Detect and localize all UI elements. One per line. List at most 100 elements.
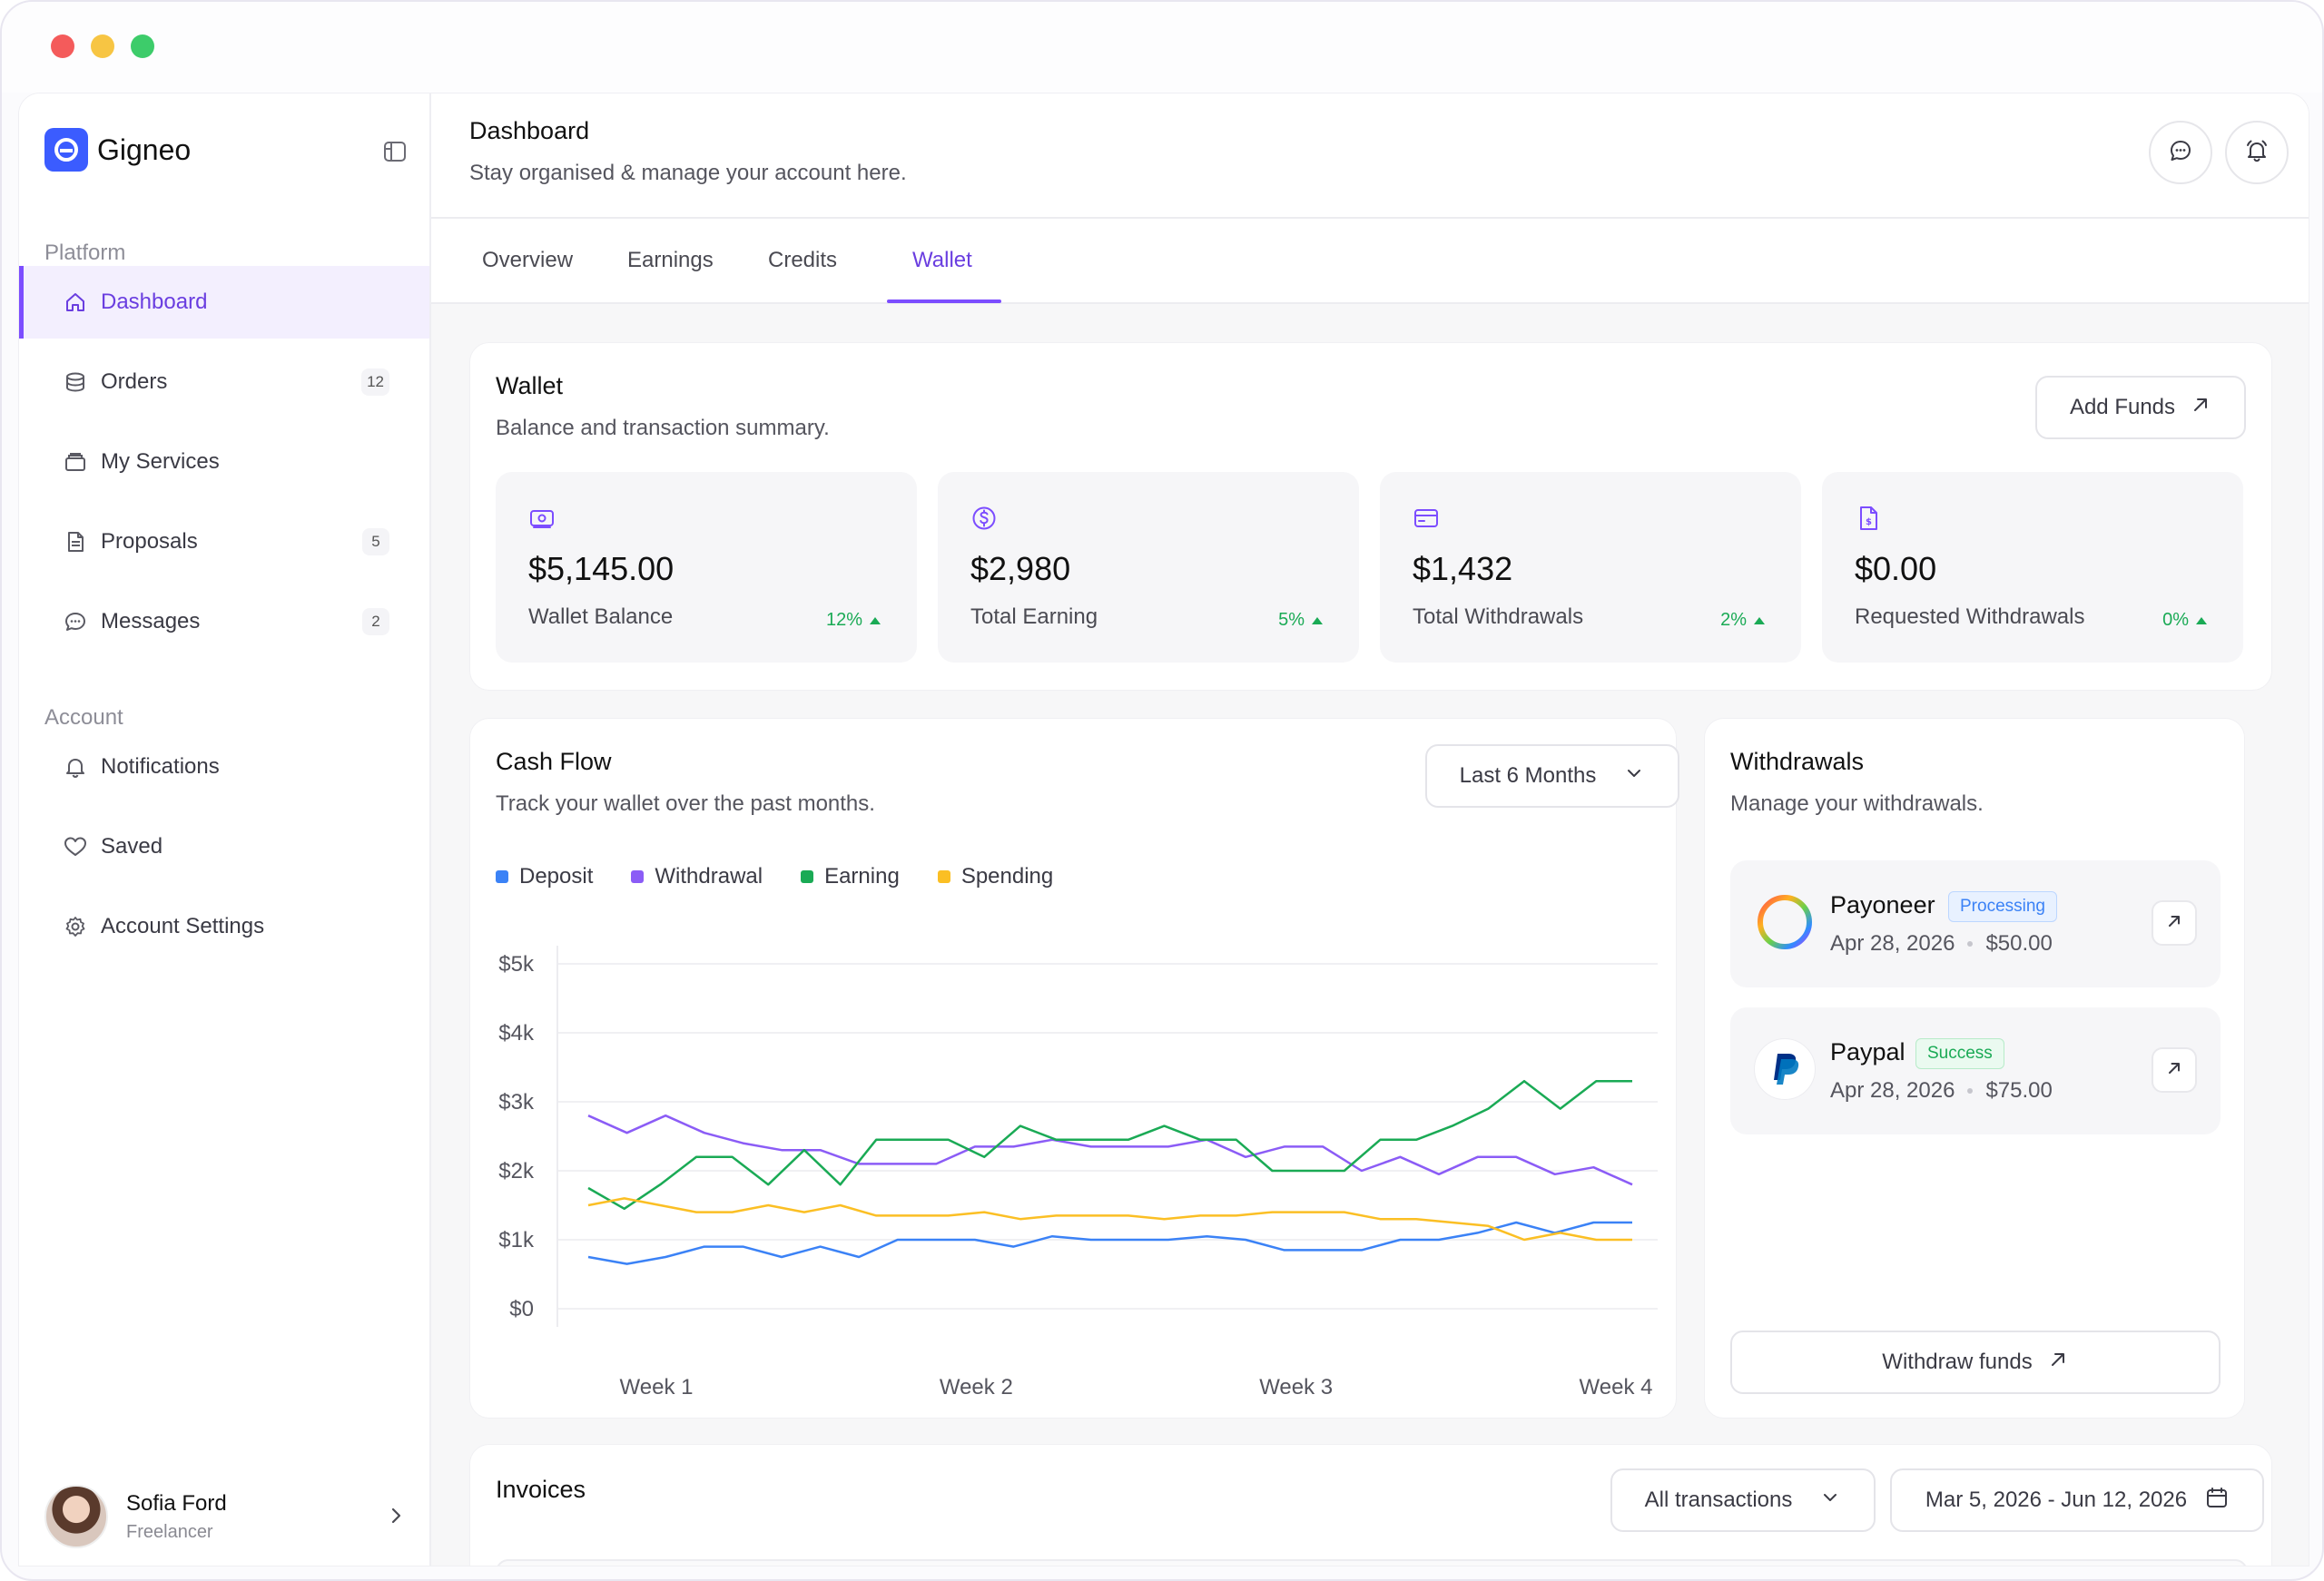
messages-button[interactable] <box>2149 121 2212 184</box>
legend-label: Earning <box>824 864 900 889</box>
withdraw-funds-button[interactable]: Withdraw funds <box>1730 1331 2221 1394</box>
arrow-up-right-icon <box>2190 394 2211 422</box>
brand[interactable]: Gigneo <box>44 128 191 172</box>
sidebar-item-label: Saved <box>101 834 163 859</box>
tab-earnings[interactable]: Earnings <box>627 248 714 272</box>
stat-label: Wallet Balance <box>528 604 674 629</box>
maximize-window-button[interactable] <box>131 34 154 58</box>
sidebar-item-account-settings[interactable]: Account Settings <box>19 890 429 963</box>
withdrawal-method-name: Paypal <box>1830 1038 1905 1065</box>
sidebar-item-saved[interactable]: Saved <box>19 810 429 883</box>
sidebar-item-label: Proposals <box>101 529 198 554</box>
close-window-button[interactable] <box>51 34 74 58</box>
user-profile[interactable]: Sofia Ford Freelancer <box>44 1484 417 1549</box>
chevron-down-icon <box>1819 1487 1841 1515</box>
triangle-up-icon <box>870 616 881 624</box>
sidebar-collapse-icon[interactable] <box>382 139 408 164</box>
y-tick-label: $0 <box>509 1297 534 1321</box>
withdrawal-date: Apr 28, 2026 <box>1830 931 1955 956</box>
stat-requested-withdrawals: $ $0.00 Requested Withdrawals 0% <box>1822 472 2243 663</box>
brand-name: Gigneo <box>97 133 192 166</box>
stat-value: $5,145.00 <box>528 550 675 587</box>
series-line-spending <box>587 1197 1632 1242</box>
wallet-title: Wallet <box>496 372 564 399</box>
separator-dot <box>1967 1088 1974 1094</box>
y-tick-label: $4k <box>498 1021 535 1046</box>
legend-item-spending: Spending <box>937 864 1054 889</box>
withdrawal-amount: $75.00 <box>1985 1078 2053 1103</box>
sidebar-item-orders[interactable]: Orders 12 <box>19 346 429 418</box>
tab-wallet[interactable]: Wallet <box>912 248 972 272</box>
withdrawal-item-payoneer[interactable]: Payoneer Processing Apr 28, 2026 $50.00 <box>1730 860 2221 987</box>
series-line-deposit <box>587 1221 1632 1265</box>
triangle-up-icon <box>1312 616 1323 624</box>
heart-icon <box>63 834 88 859</box>
sidebar-item-dashboard[interactable]: Dashboard <box>19 266 429 339</box>
window-titlebar <box>2 2 2322 93</box>
y-tick-label: $1k <box>498 1228 535 1252</box>
avatar <box>44 1485 108 1548</box>
add-funds-label: Add Funds <box>2069 395 2176 419</box>
package-icon <box>63 449 88 475</box>
withdrawal-method-name: Payoneer <box>1830 891 1935 918</box>
user-name: Sofia Ford <box>126 1490 227 1516</box>
stat-wallet-balance: $5,145.00 Wallet Balance 12% <box>496 472 917 663</box>
sidebar-item-messages[interactable]: Messages 2 <box>19 585 429 658</box>
triangle-up-icon <box>2196 616 2207 624</box>
withdrawal-amount: $50.00 <box>1985 931 2053 956</box>
date-range-picker[interactable]: Mar 5, 2026 - Jun 12, 2026 <box>1890 1468 2264 1532</box>
minimize-window-button[interactable] <box>91 34 114 58</box>
legend-label: Withdrawal <box>655 864 763 889</box>
user-role: Freelancer <box>126 1521 213 1542</box>
stat-total-withdrawals: $1,432 Total Withdrawals 2% <box>1380 472 1801 663</box>
bell-icon <box>63 754 88 780</box>
legend-swatch <box>496 870 508 883</box>
invoices-title: Invoices <box>496 1476 586 1503</box>
home-icon <box>63 290 88 315</box>
legend-item-earning: Earning <box>801 864 900 889</box>
cashflow-title: Cash Flow <box>496 748 612 775</box>
range-select[interactable]: Last 6 Months <box>1425 744 1679 808</box>
chat-icon <box>2168 138 2193 168</box>
stat-total-earning: $2,980 Total Earning 5% <box>938 472 1359 663</box>
sidebar-item-label: Dashboard <box>101 290 208 314</box>
x-tick-label: Week 3 <box>1259 1375 1333 1399</box>
section-label-account: Account <box>44 705 123 730</box>
sidebar-item-label: My Services <box>101 449 220 474</box>
card-icon <box>1413 505 1440 532</box>
chevron-down-icon <box>1623 762 1645 790</box>
transactions-filter-select[interactable]: All transactions <box>1610 1468 1876 1532</box>
cash-icon <box>528 505 556 532</box>
sidebar-item-label: Orders <box>101 369 168 394</box>
triangle-up-icon <box>1754 616 1765 624</box>
stat-change-value: 5% <box>1278 610 1305 630</box>
add-funds-button[interactable]: Add Funds <box>2035 376 2246 439</box>
app-container: Gigneo Platform Dashboard Orders 12 <box>18 93 2309 1566</box>
open-withdrawal-button[interactable] <box>2152 1047 2197 1093</box>
tab-credits[interactable]: Credits <box>768 248 838 272</box>
sidebar-item-my-services[interactable]: My Services <box>19 426 429 498</box>
withdrawal-date: Apr 28, 2026 <box>1830 1078 1955 1103</box>
x-tick-label: Week 4 <box>1580 1375 1653 1399</box>
cashflow-card: Cash Flow Track your wallet over the pas… <box>469 718 1679 1419</box>
withdrawals-subtitle: Manage your withdrawals. <box>1730 791 1984 816</box>
bell-ring-icon <box>2244 138 2270 168</box>
page-title: Dashboard <box>469 117 590 144</box>
sidebar-item-proposals[interactable]: Proposals 5 <box>19 506 429 578</box>
series-line-withdrawal <box>587 1114 1633 1186</box>
tab-overview[interactable]: Overview <box>482 248 574 272</box>
dollar-circle-icon <box>970 505 998 532</box>
notifications-button[interactable] <box>2225 121 2289 184</box>
legend-label: Spending <box>960 864 1054 889</box>
open-withdrawal-button[interactable] <box>2152 900 2197 946</box>
page-header: Dashboard Stay organised & manage your a… <box>431 93 2309 219</box>
withdrawal-meta: Apr 28, 2026 $75.00 <box>1830 1078 2053 1104</box>
stat-value: $2,980 <box>970 550 1071 587</box>
status-badge-processing: Processing <box>1948 891 2057 922</box>
sidebar-item-label: Notifications <box>101 754 220 779</box>
payoneer-logo-icon <box>1754 891 1816 953</box>
sidebar-item-label: Account Settings <box>101 914 265 938</box>
sidebar-item-notifications[interactable]: Notifications <box>19 731 429 803</box>
withdrawal-item-paypal[interactable]: Paypal Success Apr 28, 2026 $75.00 <box>1730 1007 2221 1134</box>
